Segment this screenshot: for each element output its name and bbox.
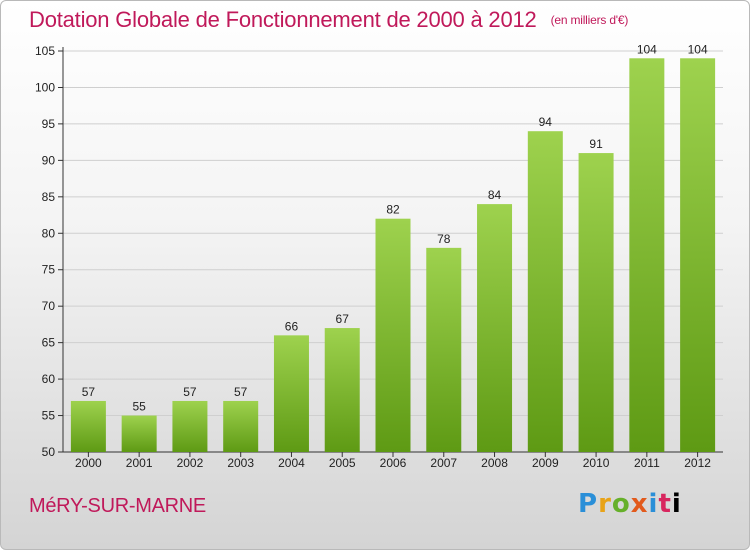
- bar-value-label: 66: [285, 319, 299, 333]
- x-tick-label: 2004: [278, 456, 305, 470]
- bar-value-label: 84: [488, 188, 502, 202]
- bar: [578, 153, 614, 452]
- x-tick-label: 2011: [634, 456, 660, 470]
- x-tick-label: 2000: [75, 456, 102, 470]
- y-tick-label: 90: [42, 153, 56, 167]
- y-tick-label: 55: [42, 409, 56, 423]
- bar-value-label: 55: [132, 400, 146, 414]
- chart-title: Dotation Globale de Fonctionnement de 20…: [29, 7, 628, 33]
- x-tick-label: 2012: [684, 456, 711, 470]
- x-tick-label: 2010: [583, 456, 610, 470]
- bar: [273, 335, 309, 452]
- x-tick-label: 2002: [177, 456, 204, 470]
- bar: [172, 400, 208, 452]
- bar: [629, 58, 665, 453]
- y-tick-label: 65: [42, 336, 56, 350]
- bar-value-label: 94: [539, 115, 553, 129]
- bar: [375, 218, 411, 452]
- bar: [477, 204, 513, 452]
- bar: [70, 400, 106, 452]
- y-tick-label: 75: [42, 263, 56, 277]
- y-tick-label: 60: [42, 372, 56, 386]
- bar-value-label: 57: [82, 385, 96, 399]
- y-tick-label: 85: [42, 190, 56, 204]
- x-tick-label: 2008: [481, 456, 508, 470]
- bar-value-label: 104: [637, 42, 657, 56]
- x-tick-label: 2009: [532, 456, 559, 470]
- bar: [121, 415, 157, 452]
- commune-name: MéRY-SUR-MARNE: [29, 495, 206, 517]
- bar-value-label: 104: [688, 42, 708, 56]
- x-tick-label: 2006: [380, 456, 407, 470]
- bar: [426, 247, 462, 452]
- y-tick-label: 105: [35, 44, 55, 58]
- chart-subtitle: (en milliers d'€): [550, 13, 629, 27]
- bar: [527, 131, 563, 452]
- x-tick-label: 2001: [126, 456, 153, 470]
- bar-value-label: 82: [386, 203, 400, 217]
- y-tick-label: 70: [42, 299, 56, 313]
- chart-title-text: Dotation Globale de Fonctionnement de 20…: [29, 7, 537, 32]
- y-tick-label: 100: [35, 80, 55, 94]
- bar-value-label: 67: [336, 312, 350, 326]
- x-tick-label: 2003: [227, 456, 254, 470]
- bar-value-label: 57: [234, 385, 248, 399]
- bar-value-label: 78: [437, 232, 451, 246]
- y-tick-label: 95: [42, 117, 56, 131]
- y-tick-label: 80: [42, 226, 56, 240]
- bar: [680, 58, 716, 453]
- x-tick-label: 2007: [430, 456, 457, 470]
- bar: [324, 328, 360, 452]
- y-tick-label: 50: [42, 445, 56, 459]
- bar-value-label: 91: [589, 137, 603, 151]
- x-tick-label: 2005: [329, 456, 356, 470]
- bar: [223, 400, 259, 452]
- proxiti-logo: Proxiti: [578, 489, 682, 519]
- bar-value-label: 57: [183, 385, 197, 399]
